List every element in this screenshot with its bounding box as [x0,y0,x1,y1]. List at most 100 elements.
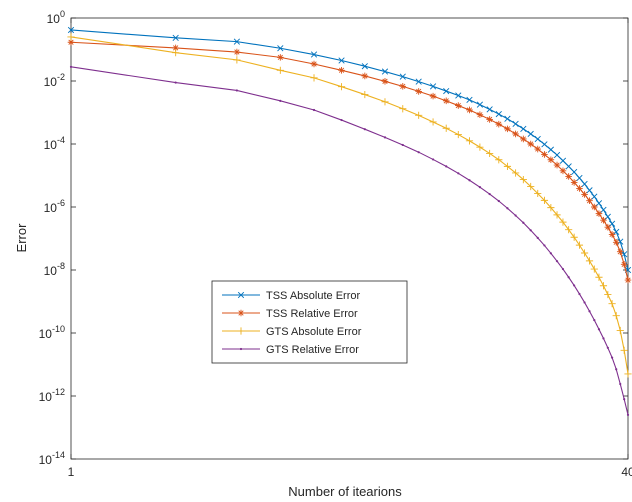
x-marker [399,73,406,80]
star-marker [624,276,632,284]
x-marker [381,68,389,75]
point-marker [478,186,482,189]
star-marker [338,66,345,74]
x-marker [608,220,616,227]
star-marker [600,216,607,224]
star-marker [67,38,75,46]
x-tick-label: 1 [68,465,75,479]
point-marker [239,347,243,351]
x-marker [576,174,583,182]
star-marker [520,135,527,143]
plus-marker [519,175,527,184]
star-marker [547,156,555,164]
star-marker [466,106,473,114]
star-marker [361,72,369,80]
plus-marker [233,56,241,64]
y-tick-label: 10-14 [39,450,65,467]
x-marker [172,34,179,41]
legend-entry: TSS Absolute Error [222,290,360,302]
plus-marker [580,249,589,257]
point-marker [606,346,609,349]
plus-marker [534,189,542,198]
point-marker [417,151,420,154]
star-marker [454,102,462,109]
x-marker [443,87,450,95]
star-marker [576,185,583,192]
point-marker [573,284,576,287]
plus-marker [616,326,624,335]
plus-marker [310,74,318,82]
point-marker [623,398,626,401]
legend-entry: GTS Relative Error [222,344,359,356]
point-marker [279,99,282,102]
legend-entry: GTS Absolute Error [222,326,362,338]
point-marker [549,252,552,255]
point-marker [363,128,366,131]
point-marker [529,229,532,232]
y-tick-label: 100 [47,9,65,26]
point-marker [457,172,460,175]
x-marker [466,96,473,104]
plus-marker [67,33,75,41]
point-marker [543,244,546,247]
plus-marker [547,204,555,212]
plus-marker [527,182,535,191]
x-marker [559,157,567,164]
x-marker [504,115,511,122]
x-marker [534,135,541,143]
legend-label: GTS Absolute Error [266,326,362,338]
legend-label: TSS Absolute Error [266,290,360,302]
star-marker [559,167,567,175]
star-marker [399,83,407,90]
star-marker [310,60,318,68]
plus-marker [503,162,512,170]
y-tick-label: 10-6 [44,198,65,215]
plus-marker [442,124,450,132]
x-marker [277,45,284,52]
x-marker [512,120,519,127]
legend-label: TSS Relative Error [266,308,358,320]
point-marker [583,301,586,304]
plus-marker [237,327,245,335]
plot-area [70,17,629,460]
star-marker [476,111,484,119]
plus-marker [585,257,594,265]
point-marker [619,382,622,386]
star-marker [415,88,422,95]
x-marker [338,57,345,64]
plus-marker [624,370,632,378]
x-marker [547,146,554,153]
star-marker [604,223,612,231]
point-marker [445,165,448,168]
x-marker [415,78,422,85]
plus-marker [608,300,616,308]
x-tick-label: 40 [621,465,632,479]
series-line [70,66,629,416]
y-tick-label: 10-10 [39,324,65,341]
x-marker [310,51,318,58]
plus-marker [540,196,549,204]
tick-labels: 100 10-2 10-4 10-6 10-8 10-10 10-12 10-141 40 [39,9,632,479]
point-marker [597,328,601,331]
star-marker [277,54,284,61]
plus-marker [590,265,598,273]
star-marker [381,78,389,85]
star-marker [608,231,616,238]
plus-marker [454,130,462,139]
y-tick-label: 10-2 [44,72,65,89]
plus-marker [570,233,578,241]
x-marker [595,200,603,207]
point-marker [340,118,343,122]
plus-marker [612,312,620,320]
plus-marker [337,83,346,91]
point-marker [522,221,525,224]
x-marker [455,92,462,99]
x-marker [586,187,593,194]
x-marker [67,26,75,34]
plus-marker [595,273,603,281]
x-marker [361,63,368,70]
series-tss-relative-error [67,38,632,284]
point-marker [555,260,559,263]
star-marker [429,92,437,100]
